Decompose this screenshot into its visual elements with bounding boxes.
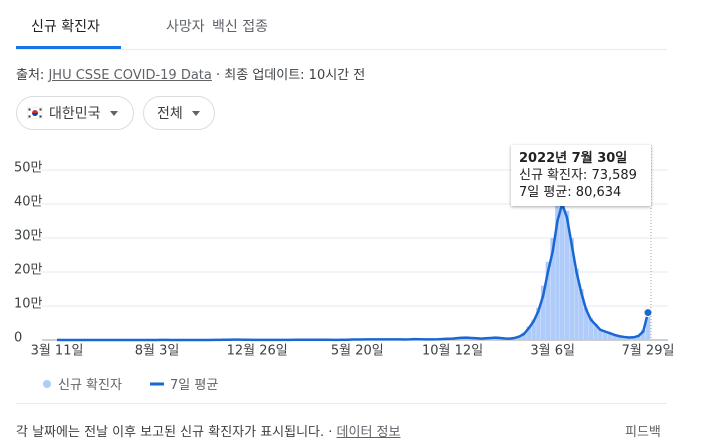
country-dropdown[interactable]: 대한민국	[16, 96, 134, 130]
scope-dropdown[interactable]: 전체	[143, 96, 215, 130]
bar	[598, 329, 603, 340]
bar	[640, 329, 646, 340]
legend-label: 신규 확진자	[58, 378, 122, 393]
tab-indicator	[16, 46, 121, 49]
x-tick-label: 3월 11일	[31, 344, 84, 359]
y-tick-label: 30만	[14, 229, 43, 244]
bar	[526, 326, 532, 340]
y-tick-label: 20만	[14, 263, 43, 278]
bar	[602, 331, 608, 340]
tooltip-line: 7일 평균: 80,634	[519, 185, 622, 200]
x-tick-label: 7월 29일	[622, 344, 675, 359]
data-info-link[interactable]: 데이터 정보	[336, 425, 401, 440]
bar	[559, 153, 565, 340]
bar	[555, 187, 560, 340]
bar	[550, 238, 555, 340]
feedback-link[interactable]: 피드백	[625, 425, 661, 440]
bar	[545, 261, 551, 340]
legend-label: 7일 평균	[170, 378, 219, 393]
average-line	[56, 202, 650, 342]
bar	[607, 332, 613, 340]
tooltip-line: 신규 확진자: 73,589	[519, 168, 637, 183]
flag	[27, 107, 43, 119]
bar	[593, 323, 598, 340]
y-tick-label: 40만	[14, 195, 43, 210]
bar	[588, 317, 594, 340]
bar	[617, 335, 622, 340]
bar	[621, 336, 627, 340]
update-info: · 최종 업데이트: 10시간 전	[216, 68, 366, 83]
bar	[612, 334, 617, 340]
dropdown-label: 전체	[157, 106, 183, 122]
legend-swatch	[43, 379, 51, 388]
bar	[569, 238, 575, 340]
x-tick-label: 10월 12일	[422, 344, 483, 359]
source-link[interactable]: JHU CSSE COVID-19 Data	[48, 68, 212, 83]
bar	[517, 335, 522, 340]
bar	[564, 210, 570, 340]
legend-item: 7일 평균	[150, 374, 218, 393]
bar	[579, 289, 584, 340]
bar	[636, 335, 641, 340]
tab[interactable]: 사망자	[166, 19, 205, 35]
x-tick-label: 3월 6일	[530, 344, 575, 359]
y-tick-label: 0	[14, 331, 22, 346]
footnote: 각 날짜에는 전날 이후 보고된 신규 확진자가 표시됩니다. · 데이터 정보	[16, 421, 400, 440]
bar	[574, 268, 579, 340]
divider	[16, 49, 667, 50]
bar	[645, 314, 651, 340]
source-prefix: 출처:	[16, 68, 45, 83]
bar	[583, 307, 589, 340]
dropdown-label: 대한민국	[49, 106, 101, 122]
legend-swatch	[150, 382, 164, 385]
bar	[531, 319, 536, 340]
bar	[536, 307, 541, 340]
x-tick-label: 12월 26일	[227, 344, 288, 359]
source-line: 출처: JHU CSSE COVID-19 Data · 최종 업데이트: 10…	[16, 64, 365, 83]
tab[interactable]: 백신 접종	[212, 19, 268, 35]
y-tick-label: 50만	[14, 161, 43, 176]
x-tick-label: 8월 3일	[135, 344, 180, 359]
tab[interactable]: 신규 확진자	[31, 19, 100, 35]
divider	[16, 403, 667, 404]
x-tick-label: 5월 20일	[331, 344, 384, 359]
y-tick-label: 10만	[14, 297, 43, 312]
bar	[521, 332, 527, 340]
legend-item: 신규 확진자	[42, 374, 122, 393]
bar	[540, 285, 546, 340]
tooltip: 2022년 7월 30일 신규 확진자: 73,589 7일 평균: 80,63…	[511, 145, 651, 206]
footnote-text: 각 날짜에는 전날 이후 보고된 신규 확진자가 표시됩니다. ·	[16, 425, 333, 440]
tooltip-date: 2022년 7월 30일	[519, 151, 628, 166]
end-point	[643, 308, 653, 318]
